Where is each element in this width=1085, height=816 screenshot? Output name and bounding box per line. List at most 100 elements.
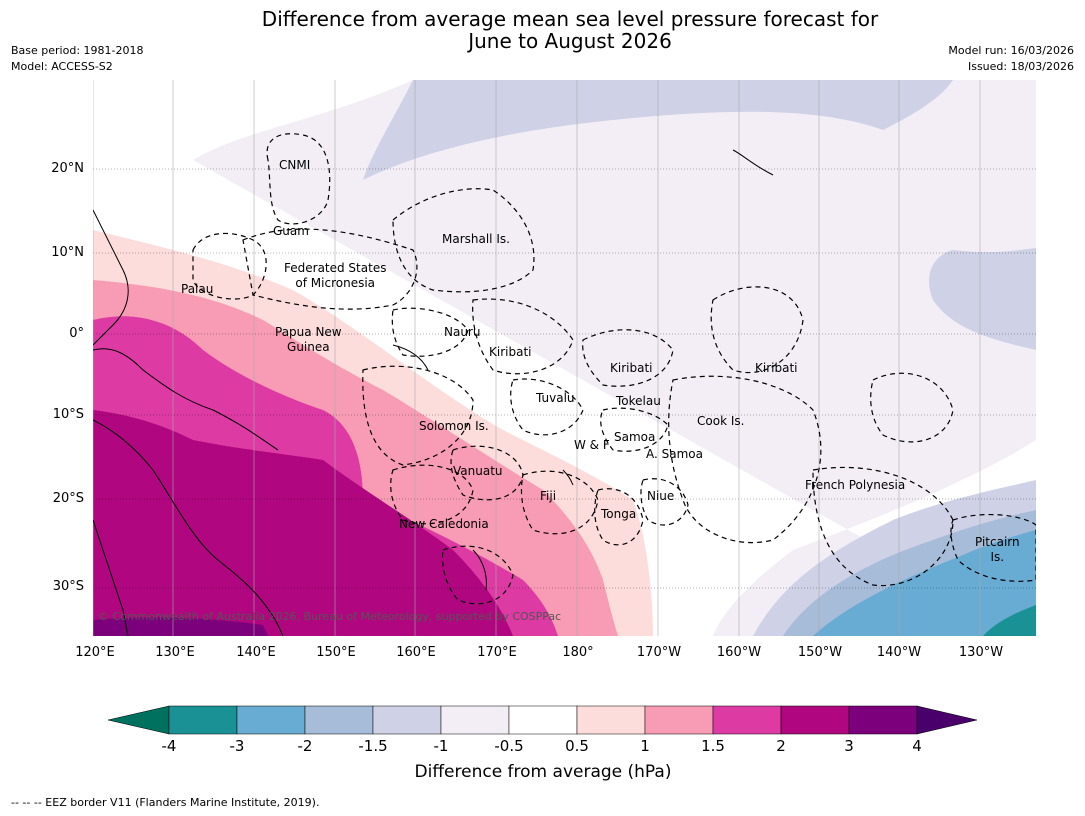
colorbar-under-arrow <box>107 705 170 735</box>
label-palau: Palau <box>181 282 214 296</box>
anomaly-map <box>93 80 1036 636</box>
label-png: Papua New Guinea <box>275 325 342 355</box>
eez-french-polynesia-n <box>870 372 954 443</box>
eez-borders <box>192 133 1036 605</box>
x-tick-160e: 160°E <box>396 645 436 660</box>
x-tick-170w: 170°W <box>636 645 682 660</box>
eez-kiribati-e <box>710 286 804 374</box>
x-tick-140e: 140°E <box>236 645 276 660</box>
model-run: Model run: 16/03/2026 <box>948 44 1074 57</box>
eez-norfolk <box>441 545 514 605</box>
eez-niue <box>640 478 689 526</box>
cbar-tick-1: -3 <box>229 737 245 755</box>
label-kiribati-w: Kiribati <box>489 345 532 359</box>
label-vanuatu: Vanuatu <box>453 464 503 478</box>
coastline-png <box>93 348 279 451</box>
colorbar-title: Difference from average (hPa) <box>414 762 672 782</box>
label-new-caledonia: New Caledonia <box>399 517 489 531</box>
x-tick-150w: 150°W <box>797 645 843 660</box>
y-tick-20n: 20°N <box>51 161 84 176</box>
colorbar-cell <box>440 705 510 735</box>
eez-kiribati-w <box>472 298 574 375</box>
colorbar-cell <box>644 705 714 735</box>
label-solomon: Solomon Is. <box>419 419 489 433</box>
colorbar-cells <box>168 705 918 735</box>
chart-title: Difference from average mean sea level p… <box>0 8 1085 52</box>
copyright-notice: © Commonwealth of Australia 2026, Bureau… <box>98 610 562 623</box>
eez-fiji <box>520 470 599 535</box>
label-kiribati-c: Kiribati <box>610 361 653 375</box>
label-png-line1: Papua New <box>275 325 342 339</box>
y-tick-20s: 20°S <box>52 491 84 506</box>
cbar-tick-2: -2 <box>297 737 313 755</box>
eez-legend-note: -- -- -- EEZ border V11 (Flanders Marine… <box>11 796 320 809</box>
cbar-tick-4: -1 <box>433 737 449 755</box>
cbar-tick-7: 1 <box>640 737 650 755</box>
x-tick-140w: 140°W <box>876 645 922 660</box>
coastline-new-caledonia <box>472 549 487 591</box>
graticule <box>93 168 1036 589</box>
y-tick-0: 0° <box>69 326 84 341</box>
y-tick-10n: 10°N <box>51 245 84 260</box>
eez-new-caledonia <box>390 464 474 525</box>
label-guam: Guam <box>273 224 309 238</box>
coastline-australia-inner <box>93 519 129 636</box>
eez-marshall <box>392 188 535 293</box>
y-tick-10s: 10°S <box>52 407 84 422</box>
eez-fsm <box>242 228 418 310</box>
label-nauru: Nauru <box>444 325 481 339</box>
eez-kiribati-c <box>582 329 674 387</box>
label-pitcairn-line2: Is. <box>990 550 1005 564</box>
label-fsm-line2: of Micronesia <box>295 276 376 290</box>
contour-neg-0.5 <box>193 80 1036 636</box>
eez-solomon <box>362 365 474 466</box>
label-samoa: Samoa <box>614 430 656 444</box>
eez-cnmi <box>266 133 331 225</box>
cbar-tick-10: 3 <box>844 737 854 755</box>
label-tokelau: Tokelau <box>616 394 661 408</box>
label-tuvalu: Tuvalu <box>536 391 575 405</box>
label-pitcairn: Pitcairn Is. <box>975 535 1020 565</box>
cbar-tick-0: -4 <box>161 737 177 755</box>
eez-vanuatu <box>450 445 524 501</box>
cbar-tick-6: 0.5 <box>565 737 589 755</box>
label-marshall: Marshall Is. <box>442 232 510 246</box>
contour-neg-1-north <box>363 80 953 180</box>
label-asamoa: A. Samoa <box>646 447 703 461</box>
colorbar-cell <box>508 705 578 735</box>
x-tick-130e: 130°E <box>155 645 195 660</box>
x-tick-150e: 150°E <box>316 645 356 660</box>
eez-palau <box>192 232 267 300</box>
x-tick-180: 180° <box>562 645 594 660</box>
x-tick-130w: 130°W <box>958 645 1004 660</box>
label-png-line2: Guinea <box>287 340 330 354</box>
colorbar-cell <box>304 705 374 735</box>
label-pitcairn-line1: Pitcairn <box>975 535 1020 549</box>
meta-right: Model run: 16/03/2026 Issued: 18/03/2026 <box>948 43 1074 75</box>
meridians <box>93 80 981 636</box>
eez-french-polynesia <box>812 466 954 587</box>
contour-pos-2 <box>93 410 513 636</box>
issued-date: Issued: 18/03/2026 <box>967 60 1074 73</box>
label-fiji: Fiji <box>540 489 557 503</box>
coastlines <box>93 149 774 636</box>
label-wf: W & F <box>574 438 610 452</box>
label-kiribati-e: Kiribati <box>755 361 798 375</box>
eez-cook <box>668 375 822 544</box>
label-cnmi: CNMI <box>279 158 311 172</box>
eez-pitcairn <box>950 513 1036 582</box>
label-tonga: Tonga <box>601 507 637 521</box>
y-tick-30s: 30°S <box>52 579 84 594</box>
coastline-philippines <box>93 209 129 346</box>
coastline-australia-east <box>93 419 284 636</box>
x-tick-120e: 120°E <box>75 645 115 660</box>
colorbar-cell <box>848 705 918 735</box>
colorbar-cell <box>576 705 646 735</box>
coastline-hawaii <box>732 149 774 176</box>
eez-nauru <box>391 307 469 357</box>
label-cook: Cook Is. <box>697 414 745 428</box>
contour-pos-3 <box>93 617 268 636</box>
cbar-tick-9: 2 <box>776 737 786 755</box>
title-line-2: June to August 2026 <box>468 29 672 53</box>
colorbar-cell <box>236 705 306 735</box>
